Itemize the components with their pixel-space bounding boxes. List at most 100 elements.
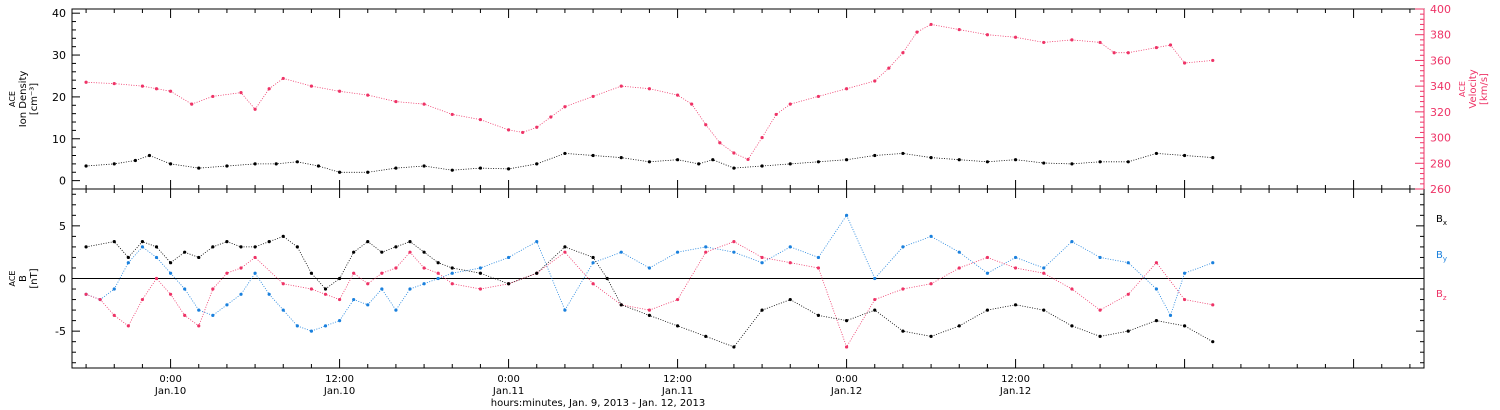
- bx-point: [211, 245, 215, 249]
- bx-point-trace: [86, 235, 1213, 348]
- by-point: [436, 276, 440, 281]
- bz-point: [844, 345, 849, 349]
- density-point: [147, 153, 152, 158]
- bz-point-trace: [85, 241, 1213, 348]
- bz-point: [323, 292, 328, 296]
- velocity-point: [366, 93, 370, 97]
- velocity-point: [1070, 38, 1074, 42]
- axis-title-line: [km/s]: [1479, 73, 1490, 105]
- bx-point: [760, 308, 764, 312]
- by-point: [563, 308, 567, 312]
- by-point: [197, 308, 201, 312]
- density-point: [316, 164, 321, 168]
- velocity-tick-label: 300: [1430, 132, 1451, 145]
- density-tick-label: 40: [52, 7, 66, 20]
- axis-title-line: [cm⁻³]: [29, 83, 40, 115]
- bz-point: [239, 266, 243, 270]
- b-tick-label: -5: [55, 325, 66, 338]
- bx-point: [929, 334, 933, 339]
- axis-title-line: ACE: [8, 271, 17, 287]
- by-point: [732, 250, 736, 254]
- bz-point: [929, 282, 933, 286]
- bx-point: [816, 313, 821, 317]
- x-tick-date: Jan.10: [323, 386, 355, 397]
- axis-title: ACE Velocity [km/s]: [1458, 69, 1490, 108]
- bx-point: [1070, 324, 1074, 328]
- bz-point: [873, 297, 877, 302]
- bx-point: [506, 282, 511, 286]
- axis-ticks: [72, 8, 1425, 368]
- bx-point: [732, 345, 736, 349]
- velocity-tick-label: 320: [1430, 106, 1451, 119]
- velocity-point: [929, 22, 933, 27]
- density-point-trace: [86, 152, 1213, 173]
- data-points: [84, 22, 1215, 349]
- axis-title-line: ACE: [1458, 81, 1467, 97]
- by-point: [295, 324, 299, 328]
- density-point: [675, 158, 680, 162]
- bz-point: [126, 324, 130, 328]
- by-point: [1182, 271, 1187, 275]
- density-tick-label: 30: [52, 49, 66, 62]
- bz-point: [1013, 266, 1018, 270]
- by-point: [1013, 255, 1018, 260]
- density-point: [168, 162, 173, 166]
- bz-point: [1098, 308, 1102, 312]
- velocity-point: [1211, 58, 1215, 63]
- velocity-point: [309, 84, 314, 88]
- x-tick-date: Jan.11: [492, 386, 524, 397]
- by-point: [929, 234, 933, 238]
- density-point: [1154, 151, 1159, 156]
- velocity-tick-label: 340: [1430, 80, 1451, 93]
- axis-title-line: Ion Density: [18, 71, 29, 128]
- x-tick-date: Jan.12: [830, 386, 862, 397]
- x-tick-time: 12:00: [663, 374, 692, 385]
- legend-subscript: y: [1443, 255, 1447, 263]
- x-axis-title: hours:minutes, Jan. 9, 2013 - Jan. 12, 2…: [491, 398, 706, 409]
- by-point: [337, 319, 342, 323]
- by-point: [844, 213, 849, 217]
- density-tick-label: 10: [52, 133, 66, 146]
- by-point: [309, 329, 314, 333]
- bz-point: [901, 287, 905, 291]
- by-point: [267, 292, 271, 296]
- by-point: [619, 250, 623, 254]
- bx-point: [1211, 340, 1215, 344]
- velocity-point: [506, 128, 511, 132]
- x-tick-date: Jan.12: [999, 386, 1031, 397]
- bz-point: [422, 266, 426, 270]
- velocity-tick-label: 380: [1430, 29, 1451, 42]
- x-tick-time: 0:00: [835, 374, 857, 385]
- legend-by: By: [1436, 250, 1447, 263]
- bx-point: [253, 245, 257, 249]
- bz-point: [309, 287, 314, 291]
- density-point: [450, 168, 454, 172]
- velocity-point: [563, 105, 567, 109]
- density-point: [133, 158, 137, 163]
- velocity-point: [478, 117, 483, 122]
- density-point: [591, 153, 595, 158]
- bz-point: [788, 261, 792, 265]
- by-point: [183, 287, 187, 291]
- density-point: [760, 164, 764, 168]
- density-point: [478, 166, 483, 170]
- bz-point: [337, 297, 342, 302]
- by-point-trace: [85, 214, 1213, 332]
- bx-point: [112, 240, 116, 244]
- velocity-point: [1042, 40, 1046, 45]
- panel-frames: [71, 8, 1425, 369]
- bx-point: [154, 245, 159, 249]
- density-point: [844, 158, 849, 162]
- x-tick-time: 0:00: [159, 374, 181, 385]
- density-point: [225, 164, 229, 168]
- by-point: [1098, 255, 1102, 260]
- density-point: [295, 160, 299, 164]
- density-point: [1126, 160, 1130, 164]
- legend-label: B: [1436, 250, 1443, 261]
- velocity-tick-label: 400: [1430, 3, 1451, 16]
- bx-point: [225, 240, 229, 244]
- legend-subscript: x: [1443, 219, 1447, 227]
- velocity-point: [985, 33, 990, 37]
- density-point: [816, 160, 821, 164]
